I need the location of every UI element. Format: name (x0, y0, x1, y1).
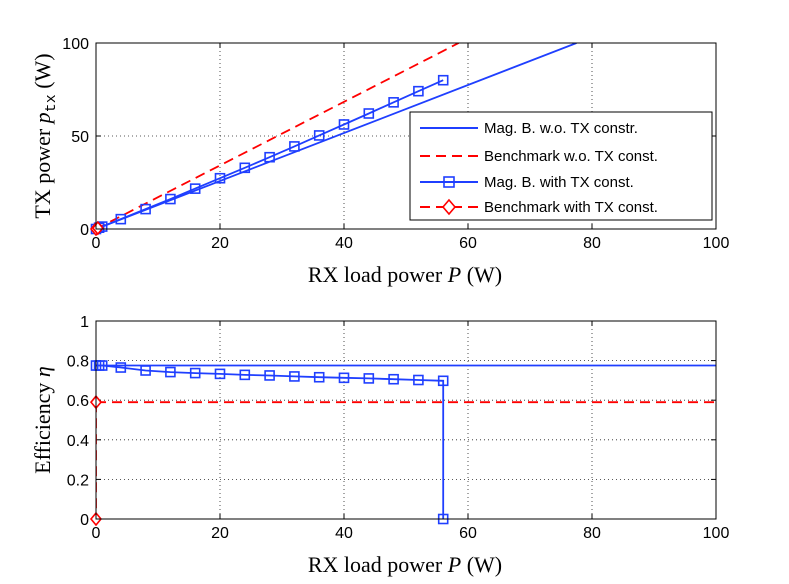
bottom-marker-mag-b-with-tx-const (96, 360, 108, 371)
top-marker-mag-b-with-tx-const (388, 97, 399, 108)
top-marker-mag-b-with-tx-const (338, 119, 350, 130)
bottom-x-tick-label: 20 (211, 525, 229, 542)
bottom-y-tick-label: 0.8 (67, 354, 89, 371)
top-y-tick-label: 100 (62, 36, 89, 53)
top-marker-mag-b-with-tx-const (115, 213, 127, 225)
top-axes-frame (95, 42, 717, 230)
top-x-tick-label: 80 (583, 235, 601, 252)
top-marker-mag-b-with-tx-const (165, 193, 176, 205)
legend-label-mag-with: Mag. B. with TX const. (484, 174, 634, 191)
bottom-marker-mag-b-with-tx-const (239, 369, 251, 381)
bottom-x-tick-label: 60 (459, 525, 477, 542)
top-marker-mag-b-with-tx-const (437, 74, 449, 86)
top-marker-mag-b-with-tx-const (264, 151, 275, 163)
bottom-marker-mag-b-with-tx-const (338, 372, 350, 384)
top-marker-mag-b-with-tx-const (363, 108, 375, 119)
top-x-axis-label: RX load power P (W) (308, 262, 502, 287)
bottom-plot-area: 0 20 40 60 80 100 0 0.2 0.4 0.6 0.8 1 (67, 314, 730, 542)
top-y-axis-label: TX power ptx (W) (30, 53, 60, 218)
legend-label-mag-wo: Mag. B. w.o. TX constr. (484, 120, 638, 137)
bottom-marker-mag-b-with-tx-const (264, 370, 275, 381)
bottom-x-tick-label: 0 (92, 525, 101, 542)
top-x-tick-label: 0 (92, 235, 101, 252)
bottom-marker-mag-b-with-tx-const (140, 365, 151, 376)
bottom-marker-mag-b-with-tx-const (388, 373, 399, 385)
bottom-x-tick-label: 40 (335, 525, 353, 542)
top-marker-mag-b-with-tx-const (239, 162, 251, 174)
top-x-tick-label: 60 (459, 235, 477, 252)
legend-label-bench-with: Benchmark with TX const. (484, 199, 658, 216)
top-series-mag-b-with-tx-const (96, 79, 444, 229)
bottom-y-tick-label: 0.4 (67, 433, 89, 450)
legend-marker-square (443, 176, 455, 188)
bottom-marker-mag-b-with-tx-const (363, 373, 375, 384)
top-series-benchmark-w-o-tx-const (96, 43, 460, 229)
bottom-x-tick-label: 100 (703, 525, 730, 542)
top-marker-mag-b-with-tx-const (413, 85, 424, 97)
top-x-tick-label: 100 (703, 235, 730, 252)
bottom-marker-mag-b-with-tx-const (413, 374, 424, 386)
bottom-y-axis-label: Efficiency η (30, 366, 55, 474)
legend-label-bench-wo: Benchmark w.o. TX const. (484, 148, 658, 165)
bottom-marker-mag-b-with-tx-const (313, 371, 325, 383)
bottom-x-axis-label: RX load power P (W) (308, 552, 502, 577)
top-series-mag-b-w-o-tx-constr (96, 43, 577, 229)
top-marker-benchmark-with-tx-const (91, 220, 104, 236)
bottom-marker-mag-b-with-tx-const (165, 366, 176, 378)
top-marker-mag-b-with-tx-const (313, 130, 325, 141)
legend-box (409, 111, 713, 221)
top-marker-mag-b-with-tx-const (289, 141, 300, 152)
bottom-plot-background (96, 321, 716, 519)
bottom-marker-mag-b-with-tx-const (214, 368, 226, 380)
bottom-marker-mag-b-with-tx-const (115, 362, 127, 373)
bottom-y-tick-label: 0.6 (67, 393, 89, 410)
top-x-tick-label: 20 (211, 235, 229, 252)
top-marker-mag-b-with-tx-const (140, 203, 151, 215)
bottom-marker-mag-b-with-tx-const (189, 367, 201, 379)
bottom-marker-mag-b-with-tx-const (289, 371, 300, 382)
top-marker-mag-b-with-tx-const (214, 172, 226, 184)
bottom-y-tick-label: 0 (80, 512, 89, 529)
top-marker-mag-b-with-tx-const (189, 183, 201, 194)
bottom-y-tick-label: 0.2 (67, 472, 89, 489)
legend-marker-diamond (441, 198, 457, 216)
bottom-marker-mag-b-with-tx-const (437, 375, 449, 387)
bottom-axes-frame (95, 320, 717, 520)
top-y-tick-label: 50 (71, 129, 89, 146)
top-y-tick-label: 0 (80, 222, 89, 239)
legend: Mag. B. w.o. TX constr. Benchmark w.o. T… (409, 111, 713, 221)
top-x-tick-label: 40 (335, 235, 353, 252)
bottom-x-tick-label: 80 (583, 525, 601, 542)
bottom-y-tick-label: 1 (80, 314, 89, 331)
